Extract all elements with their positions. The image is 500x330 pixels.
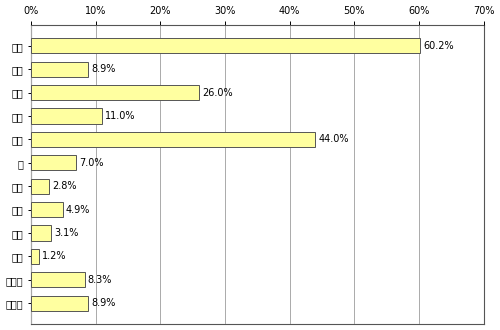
Bar	[31, 62, 88, 77]
Bar	[31, 225, 51, 241]
Text: 1.2%: 1.2%	[42, 251, 66, 261]
Text: 11.0%: 11.0%	[105, 111, 136, 121]
Text: 26.0%: 26.0%	[202, 88, 233, 98]
Bar	[31, 85, 199, 100]
Bar	[31, 38, 420, 53]
Bar	[31, 132, 316, 147]
Bar	[31, 296, 88, 311]
Text: 2.8%: 2.8%	[52, 181, 76, 191]
Text: 44.0%: 44.0%	[318, 134, 349, 145]
Bar	[31, 249, 38, 264]
Bar	[31, 272, 84, 287]
Bar	[31, 202, 62, 217]
Text: 8.9%: 8.9%	[92, 298, 116, 308]
Text: 7.0%: 7.0%	[80, 158, 104, 168]
Text: 8.3%: 8.3%	[88, 275, 112, 285]
Text: 3.1%: 3.1%	[54, 228, 78, 238]
Text: 4.9%: 4.9%	[66, 205, 90, 214]
Bar	[31, 109, 102, 124]
Text: 60.2%: 60.2%	[424, 41, 454, 51]
Bar	[31, 155, 76, 170]
Bar	[31, 179, 49, 194]
Text: 8.9%: 8.9%	[92, 64, 116, 74]
